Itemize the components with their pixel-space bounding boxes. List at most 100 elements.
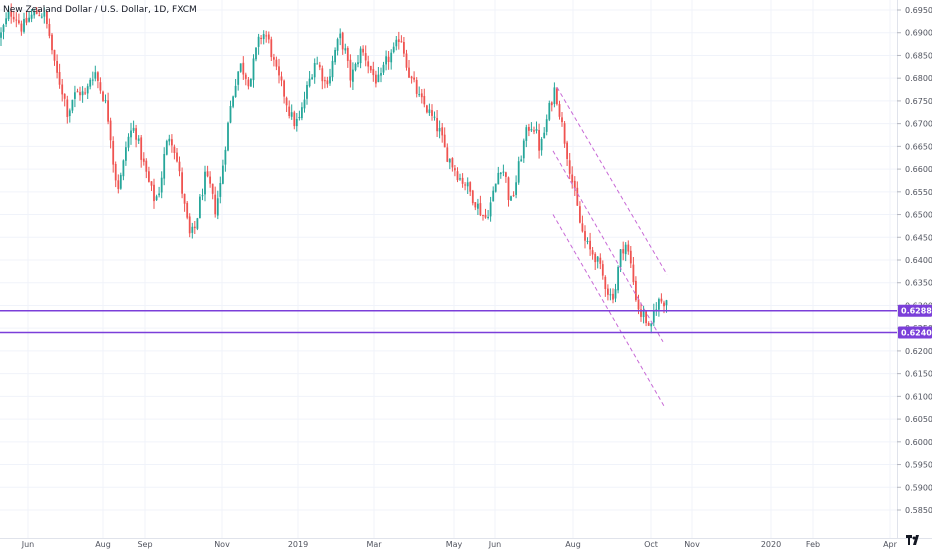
candle-body: [285, 97, 288, 106]
candle-body: [464, 184, 466, 186]
candle-body: [232, 96, 234, 107]
candle-body: [543, 132, 546, 139]
candle-body: [229, 106, 232, 123]
channel-line[interactable]: [552, 214, 666, 408]
candle-body: [63, 93, 66, 99]
candle-body: [267, 34, 270, 40]
price-tick-label: 0.58500: [905, 506, 932, 515]
channel-lines[interactable]: [552, 87, 668, 408]
time-tick-label: Sep: [137, 540, 152, 549]
candle-body: [344, 48, 347, 51]
candle-body: [137, 138, 140, 141]
candle-body: [556, 88, 558, 105]
time-tick-label: Jun: [488, 540, 502, 549]
candle-body: [558, 104, 561, 117]
time-tick-label: Feb: [806, 540, 820, 549]
time-axis[interactable]: Jun Aug Sep Nov 2019 Mar May Jun Aug Oct Nov 2020 Fe…: [21, 540, 898, 549]
candle-body: [477, 203, 479, 209]
candle-body: [339, 33, 342, 39]
time-tick-label: Nov: [684, 540, 700, 549]
candle-body: [380, 73, 382, 76]
candle-body: [262, 34, 265, 40]
candle-body: [260, 37, 262, 39]
candle-body: [201, 195, 204, 197]
candle-body: [632, 264, 635, 283]
candle-body: [74, 92, 76, 99]
candle-body: [153, 184, 155, 202]
candle-body: [408, 67, 410, 78]
candle-body: [349, 59, 352, 81]
candle-body: [142, 158, 145, 162]
candle-body: [107, 100, 109, 122]
candle-body: [420, 93, 423, 98]
candle-body: [324, 80, 326, 82]
candle-body: [423, 96, 426, 105]
candle-body: [183, 193, 186, 204]
tradingview-logo[interactable]: [906, 534, 922, 546]
candle-body: [35, 10, 38, 15]
candle-body: [629, 250, 632, 264]
candle-body: [206, 171, 209, 177]
candle-body: [48, 24, 51, 36]
candle-body: [336, 39, 339, 51]
candle-body: [40, 16, 43, 18]
candle-body: [441, 127, 444, 136]
candle-body: [492, 190, 495, 202]
candle-body: [581, 223, 584, 232]
candle-body: [173, 146, 176, 153]
candle-body: [573, 180, 576, 189]
candle-body: [86, 86, 89, 94]
candle-body: [247, 79, 250, 87]
candle-body: [454, 168, 456, 171]
candle-body: [255, 47, 257, 60]
candle-body: [18, 20, 20, 24]
channel-line[interactable]: [556, 87, 668, 275]
candle-body: [178, 161, 181, 172]
candle-body: [117, 180, 120, 190]
candle-body: [390, 52, 393, 63]
candle-body: [413, 77, 415, 80]
candle-body: [589, 240, 591, 250]
candle-body: [5, 18, 7, 25]
time-tick-label: Jun: [21, 540, 35, 549]
time-tick-label: Oct: [644, 540, 658, 549]
level-price-badge: [898, 326, 932, 339]
candle-body: [665, 300, 668, 306]
candle-body: [237, 71, 240, 85]
candle-body: [252, 58, 255, 81]
candle-body: [68, 110, 71, 116]
level-price-label: 0.62884: [901, 307, 932, 316]
candle-body: [301, 107, 303, 119]
candle-body: [522, 140, 525, 159]
candle-body: [410, 76, 413, 79]
candle-body: [191, 226, 194, 233]
candle-body: [104, 100, 107, 102]
support-levels[interactable]: [0, 309, 897, 334]
candle-body: [663, 302, 665, 307]
candle-body: [362, 48, 364, 53]
candle-body: [461, 177, 464, 184]
candle-body: [517, 161, 520, 183]
candle-body: [119, 174, 122, 189]
candle-body: [443, 134, 446, 148]
candle-body: [20, 23, 23, 32]
candle-body: [58, 72, 61, 85]
candle-body: [372, 69, 375, 76]
candle-body: [43, 11, 46, 17]
candle-body: [163, 154, 166, 179]
candle-body: [56, 61, 58, 73]
candle-body: [385, 56, 387, 65]
candle-body: [160, 177, 163, 193]
candle-body: [604, 276, 607, 289]
time-tick-label: 2019: [288, 540, 308, 549]
candle-body: [61, 84, 64, 95]
